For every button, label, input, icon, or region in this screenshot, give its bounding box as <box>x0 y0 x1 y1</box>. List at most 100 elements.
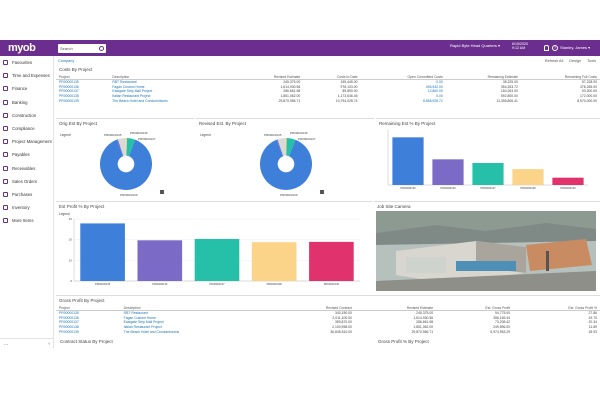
search-icon[interactable] <box>99 45 104 51</box>
search-input[interactable]: Search <box>58 43 106 53</box>
column-header[interactable]: Remaining Estimate <box>445 74 521 80</box>
table-cell: 11.89 <box>588 325 597 330</box>
table-cell: 286,661.58 <box>283 89 301 94</box>
bar[interactable] <box>251 242 297 281</box>
more-dots[interactable]: ... <box>4 340 9 347</box>
table-cell[interactable]: The Beach Hotel and Condominiums <box>123 329 180 334</box>
table-row[interactable]: PR00000139 The Beach Hotel and Condominiu… <box>56 98 600 103</box>
table-row[interactable]: PR00000138 Italian Restaurant Project 2,10… <box>56 325 600 330</box>
table-cell: 155,445.00 <box>340 80 358 85</box>
sidebar-footer[interactable]: ... ‹ <box>0 338 54 348</box>
sidebar-item-time-and-expenses[interactable]: Time and Expenses <box>0 69 53 82</box>
sidebar-item-favourites[interactable]: Favourites <box>0 56 53 69</box>
help-icon[interactable]: ? <box>552 45 558 51</box>
table-cell[interactable]: PR00000137 <box>59 320 79 325</box>
company-filter[interactable]: Company <box>58 58 75 63</box>
table-cell[interactable]: PR00000135 <box>59 311 79 316</box>
bar[interactable] <box>194 238 240 281</box>
table-cell[interactable]: PR00000137 <box>59 89 79 94</box>
table-cell[interactable]: RBT Restaurant <box>123 311 148 316</box>
date-time[interactable]: 6/15/2020 9:12 AM <box>512 42 528 50</box>
table-cell[interactable]: Fagan Custom Home <box>123 315 156 320</box>
table-cell[interactable]: PR00000138 <box>59 94 79 99</box>
table-row[interactable]: PR00000135 RBT Restaurant 245,375.00 155,44… <box>56 80 600 85</box>
column-header[interactable]: Remaining Full Costs <box>520 74 600 80</box>
table-cell: 1,851,062.00 <box>413 325 434 330</box>
myob-logo[interactable]: myob <box>8 42 36 54</box>
project-icon <box>3 139 8 145</box>
table-row[interactable]: PR00000139 The Beach Hotel and Condominiu… <box>56 329 600 334</box>
bar[interactable] <box>432 159 464 185</box>
table-cell: 496,942.00 <box>425 84 443 89</box>
bar[interactable] <box>80 223 125 281</box>
bar[interactable] <box>472 163 504 185</box>
bar[interactable] <box>137 240 183 281</box>
legend-label: Legend <box>60 133 71 137</box>
column-header[interactable]: Description <box>120 305 275 311</box>
sidebar-item-more-items[interactable]: More Items <box>0 214 53 227</box>
collapse-icon[interactable]: ‹ <box>48 340 50 347</box>
notifications-icon[interactable] <box>544 45 549 51</box>
tools-menu[interactable]: Tools <box>587 58 596 63</box>
sidebar-item-sales-orders[interactable]: Sales Orders <box>0 175 53 188</box>
column-header[interactable]: Revised Contract <box>274 305 355 311</box>
table-cell[interactable]: RBT Restaurant <box>112 80 137 85</box>
column-header[interactable]: Project <box>56 74 110 80</box>
table-row[interactable]: PR00000137 Eastgate Strip Mall Project 359… <box>56 320 600 325</box>
table-row[interactable]: PR00000138 Italian Restaurant Project 1,85… <box>56 94 600 99</box>
sidebar-item-construction[interactable]: Construction <box>0 109 53 122</box>
sidebar-item-receivables[interactable]: Receivables <box>0 162 53 175</box>
sidebar-item-banking[interactable]: Banking <box>0 96 53 109</box>
table-cell[interactable]: PR00000135 <box>59 80 79 85</box>
sidebar-item-finance[interactable]: Finance <box>0 82 53 95</box>
bar[interactable] <box>392 137 424 185</box>
user-menu[interactable]: Stanley, James ▾ <box>560 45 591 50</box>
column-header[interactable]: Project <box>56 305 121 311</box>
table-cell[interactable]: Italian Restaurant Project <box>123 325 162 330</box>
table-cell[interactable]: The Beach Hotel and Condominiums <box>112 98 168 103</box>
table-row[interactable]: PR00000136 Fagan Custom Home 1,614,930.56 9… <box>56 85 600 90</box>
column-header[interactable]: Open Committed Costs <box>360 74 446 80</box>
column-header[interactable]: Costs to Date <box>303 74 361 80</box>
bar[interactable] <box>552 177 584 185</box>
table-cell: 19.70 <box>588 315 598 320</box>
sidebar-item-payables[interactable]: Payables <box>0 148 53 161</box>
table-cell[interactable]: Eastgate Strip Mall Project <box>112 89 153 94</box>
table-row[interactable]: PR00000136 Fagan Custom Home 2,011,100.00 1… <box>56 316 600 321</box>
user-name: Stanley, James <box>560 45 588 50</box>
table-row[interactable]: PR00000137 Eastgate Strip Mall Project 286… <box>56 89 600 94</box>
table-cell[interactable]: PR00000138 <box>59 325 79 330</box>
table-cell[interactable]: PR00000139 <box>59 98 79 103</box>
design-button[interactable]: Design <box>569 58 582 63</box>
print-icon[interactable] <box>160 190 164 194</box>
company-selector[interactable]: Rapid Byte Head Quarters ▾ <box>450 43 501 48</box>
table-cell[interactable]: Italian Restaurant Project <box>112 94 151 99</box>
print-icon[interactable] <box>320 190 324 194</box>
refresh-all-button[interactable]: Refresh All <box>544 58 564 63</box>
table-cell[interactable]: PR00000139 <box>59 329 79 334</box>
orig-est-panel: Orig Est By Project Legend PR00000135 PR00… <box>56 118 194 198</box>
column-header[interactable]: Revised Estimate <box>354 305 437 311</box>
payables-icon <box>3 152 8 158</box>
table-cell[interactable]: Eastgate Strip Mall Project <box>123 320 164 325</box>
sidebar-item-project-management[interactable]: Project Management <box>0 135 53 148</box>
column-header[interactable]: Est. Gross Profit <box>436 305 514 311</box>
revised-est-pie-chart: Legend PR00000135 PR00000136 PR00000137 PR00… <box>200 131 324 197</box>
bar[interactable] <box>309 241 354 281</box>
table-cell[interactable]: PR00000136 <box>59 84 79 89</box>
table-cell[interactable]: Fagan Custom Home <box>112 84 145 89</box>
table-cell: 245,375.00 <box>283 80 301 85</box>
table-cell: 57,228.00 <box>581 80 597 85</box>
table-cell[interactable]: PR00000136 <box>59 315 79 320</box>
table-row[interactable]: PR00000135 RBT Restaurant 340,150.00 245,37… <box>56 311 600 316</box>
sidebar-item-purchases[interactable]: Purchases <box>0 188 53 201</box>
column-header[interactable]: Description <box>109 74 237 80</box>
job-site-camera-image[interactable] <box>376 211 596 291</box>
pie-slice[interactable] <box>285 138 287 164</box>
bar[interactable] <box>512 169 544 185</box>
table-cell: 6,974,553.29 <box>490 329 511 334</box>
column-header[interactable]: Est. Gross Profit % <box>513 305 600 311</box>
sidebar-item-compliance[interactable]: Compliance <box>0 122 53 135</box>
sidebar-item-inventory[interactable]: Inventory <box>0 201 53 214</box>
column-header[interactable]: Revised Estimate <box>236 74 304 80</box>
